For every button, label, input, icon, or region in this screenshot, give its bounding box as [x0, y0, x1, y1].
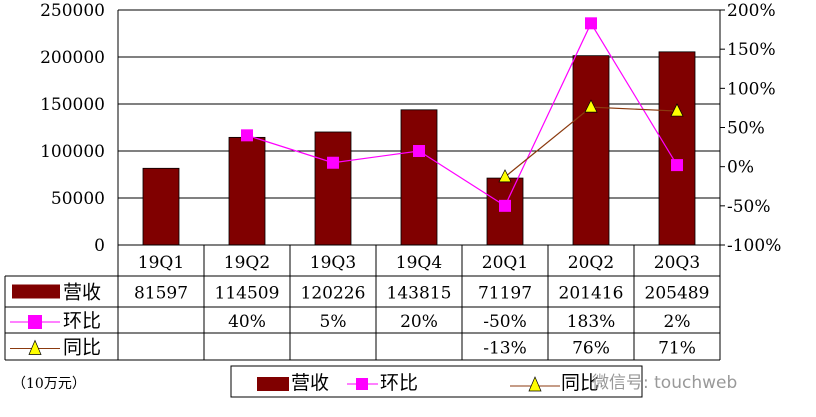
table-cell: 5% — [320, 312, 347, 332]
table-cell: 20% — [400, 312, 438, 332]
marker-square — [327, 156, 339, 169]
line-环比 — [246, 22, 678, 207]
bar-20Q3 — [658, 51, 696, 246]
row-label: 营收 — [63, 282, 101, 304]
legend-bar-swatch — [257, 377, 289, 391]
row-label: 环比 — [63, 310, 101, 332]
bar-19Q1 — [142, 167, 180, 246]
right-tick-label: 50% — [727, 119, 765, 139]
category-label: 19Q4 — [396, 253, 442, 273]
right-tick-label: 0% — [727, 158, 754, 178]
bar-19Q3 — [314, 131, 352, 246]
table-cell: 143815 — [387, 284, 452, 304]
marker-square — [241, 129, 253, 142]
table-cell: 40% — [228, 312, 266, 332]
marker-square — [585, 17, 597, 30]
marker-triangle — [498, 169, 512, 183]
bar-19Q4 — [400, 109, 438, 246]
legend-label: 营收 — [291, 372, 329, 394]
legend-key-square — [28, 315, 42, 329]
table-cell: 120226 — [301, 284, 366, 304]
table-cell: 76% — [572, 339, 610, 359]
right-tick-label: -50% — [727, 197, 771, 217]
table-cell: 183% — [567, 312, 616, 332]
category-label: 20Q3 — [654, 253, 700, 273]
legend-key-bar — [12, 284, 60, 299]
category-label: 20Q1 — [482, 253, 528, 273]
legend-key-triangle — [28, 339, 42, 355]
legend-box — [230, 365, 643, 398]
table-cell: 201416 — [559, 284, 624, 304]
category-label: 20Q2 — [568, 253, 614, 273]
category-label: 19Q2 — [224, 253, 270, 273]
table-cell: -50% — [483, 312, 527, 332]
left-tick-label: 200000 — [40, 48, 105, 68]
table-cell: 71% — [658, 339, 696, 359]
marker-square — [413, 145, 425, 157]
table-cell: 71197 — [478, 284, 532, 304]
right-tick-label: 150% — [727, 40, 776, 60]
right-tick-label: 200% — [727, 1, 776, 21]
left-tick-label: 250000 — [40, 1, 105, 21]
unit-note: （10万元） — [12, 376, 86, 392]
marker-square — [499, 199, 511, 212]
table-cell: 114509 — [215, 284, 280, 304]
legend-label: 环比 — [380, 372, 418, 394]
category-label: 19Q3 — [310, 253, 356, 273]
table-cell: 81597 — [134, 284, 188, 304]
bar-19Q2 — [228, 136, 266, 246]
legend-square — [356, 378, 368, 390]
left-tick-label: 100000 — [40, 142, 105, 162]
right-tick-label: -100% — [727, 236, 781, 256]
table-cell: 205489 — [645, 284, 710, 304]
table-cell: 2% — [664, 312, 691, 332]
table-cell: -13% — [483, 339, 527, 359]
left-tick-label: 150000 — [40, 95, 105, 115]
bar-20Q2 — [572, 55, 610, 246]
legend-triangle — [528, 376, 542, 392]
left-tick-label: 0 — [94, 236, 105, 256]
right-tick-label: 100% — [727, 79, 776, 99]
watermark: 微信号: touchweb — [592, 373, 738, 393]
marker-triangle — [584, 99, 598, 113]
category-label: 19Q1 — [138, 253, 184, 273]
legend-label: 同比 — [561, 372, 599, 394]
left-tick-label: 50000 — [51, 189, 105, 209]
marker-square — [671, 159, 683, 172]
row-label: 同比 — [63, 337, 101, 359]
marker-triangle — [670, 103, 684, 117]
